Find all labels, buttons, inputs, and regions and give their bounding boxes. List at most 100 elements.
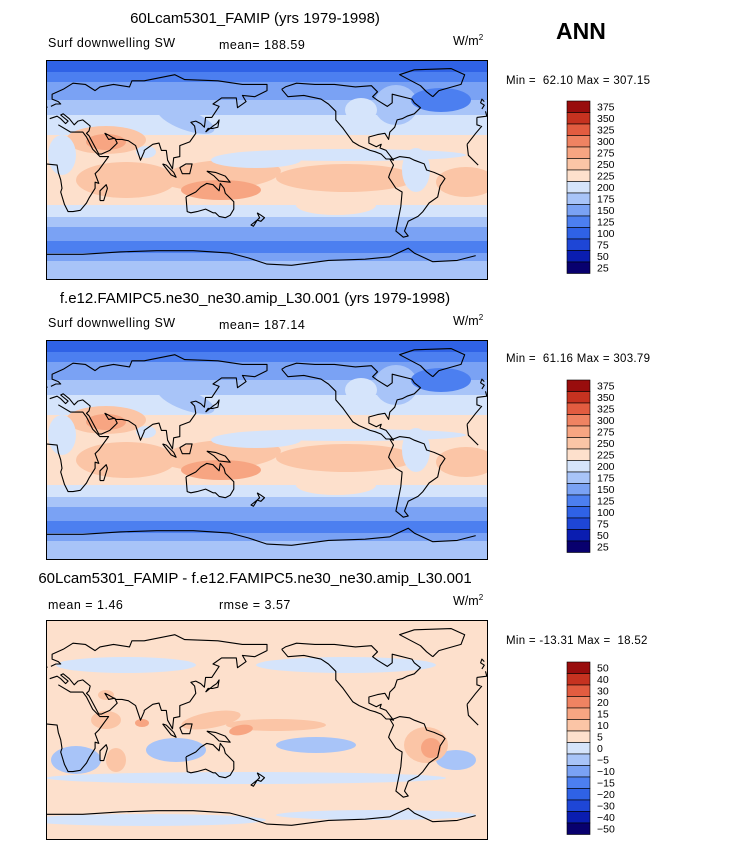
colorbar-tick-label: −40 bbox=[597, 812, 615, 824]
field-contour bbox=[276, 164, 416, 192]
field-band bbox=[46, 340, 488, 352]
colorbar-tick-label: 100 bbox=[597, 228, 615, 240]
colorbar-tick-label: 50 bbox=[597, 663, 609, 675]
field-contour bbox=[51, 746, 101, 774]
field-contour bbox=[296, 195, 376, 215]
panel-3-units: W/m2 bbox=[453, 593, 484, 609]
coastline-africa bbox=[46, 124, 483, 213]
panel-3-mean-label: mean = 1.46 bbox=[48, 598, 124, 612]
coastline-newZealand bbox=[250, 212, 266, 227]
colorbar-tick-label: 75 bbox=[597, 240, 609, 252]
field-contour bbox=[436, 750, 476, 770]
field-contour bbox=[229, 724, 253, 736]
field-band bbox=[46, 217, 488, 227]
field-contour bbox=[86, 134, 126, 150]
colorbar-box bbox=[566, 730, 591, 743]
coastline-antarctica bbox=[46, 247, 476, 280]
colorbar-box bbox=[566, 696, 591, 709]
coastline-northAmerica bbox=[281, 362, 422, 441]
field-band bbox=[46, 485, 488, 497]
coastline-japan bbox=[205, 119, 220, 133]
coastline-sumatra bbox=[162, 723, 177, 738]
colorbar-tick-label: 225 bbox=[597, 171, 615, 183]
colorbar-tick-label: 30 bbox=[597, 686, 609, 698]
coastline-newGuinea bbox=[206, 730, 231, 743]
colorbar-box bbox=[566, 227, 591, 240]
colorbar-box bbox=[566, 811, 591, 824]
field-contour bbox=[256, 657, 436, 673]
coastline-northAmerica bbox=[281, 642, 422, 721]
coastline-northAmerica bbox=[281, 82, 422, 161]
field-band bbox=[46, 395, 488, 415]
field-contour bbox=[56, 657, 196, 673]
colorbar-tick-label: 5 bbox=[597, 732, 603, 744]
field-contour bbox=[296, 475, 376, 495]
colorbar-tick-label: 125 bbox=[597, 496, 615, 508]
coastline-newZealand bbox=[250, 492, 266, 507]
field-contour bbox=[402, 148, 430, 192]
colorbar-tick-label: 50 bbox=[597, 530, 609, 542]
season-label: ANN bbox=[556, 18, 606, 44]
colorbar-box bbox=[566, 471, 591, 484]
panel-3-minmax: Min = -13.31 Max = 18.52 bbox=[506, 635, 648, 647]
colorbar-box bbox=[566, 494, 591, 507]
field-contour bbox=[411, 368, 471, 392]
coastline-borneo bbox=[179, 723, 193, 735]
coastline-borneo bbox=[179, 443, 193, 455]
field-contour bbox=[226, 429, 466, 441]
colorbar-tick-label: 150 bbox=[597, 484, 615, 496]
panel-2-colorbar: 3753503253002752502252001751501251007550… bbox=[566, 379, 615, 554]
colorbar-box bbox=[566, 822, 591, 835]
coastline-madagascar bbox=[99, 184, 108, 202]
colorbar-tick-label: 40 bbox=[597, 674, 609, 686]
field-band bbox=[46, 352, 488, 362]
field-contour bbox=[76, 162, 176, 198]
colorbar-box bbox=[566, 483, 591, 496]
field-contour bbox=[276, 810, 476, 820]
colorbar-tick-label: 375 bbox=[597, 102, 615, 114]
colorbar-tick-label: 25 bbox=[597, 542, 609, 554]
coastline-africa bbox=[46, 404, 483, 493]
colorbar-tick-label: 15 bbox=[597, 709, 609, 721]
panel-1-title: 60Lcam5301_FAMIP (yrs 1979-1998) bbox=[130, 10, 380, 27]
colorbar-box bbox=[566, 158, 591, 171]
colorbar-box bbox=[566, 215, 591, 228]
panel-1-mean-label: mean= 188.59 bbox=[219, 38, 306, 52]
field-contour bbox=[402, 428, 430, 472]
colorbar-tick-label: 350 bbox=[597, 113, 615, 125]
colorbar-tick-label: 50 bbox=[597, 251, 609, 263]
panel-1-variable-label: Surf downwelling SW bbox=[48, 36, 176, 50]
colorbar-tick-label: 200 bbox=[597, 182, 615, 194]
colorbar-box bbox=[566, 181, 591, 194]
panel-3-rmse-label: rmse = 3.57 bbox=[219, 598, 291, 612]
field-contour bbox=[181, 180, 261, 200]
field-contour bbox=[106, 748, 126, 772]
field-contour bbox=[146, 738, 206, 762]
colorbar-tick-label: −30 bbox=[597, 801, 615, 813]
colorbar-box bbox=[566, 437, 591, 450]
field-contour bbox=[345, 98, 377, 122]
colorbar-box bbox=[566, 169, 591, 182]
colorbar-box bbox=[566, 448, 591, 461]
colorbar-box bbox=[566, 719, 591, 732]
colorbar-box bbox=[566, 135, 591, 148]
colorbar-tick-label: 200 bbox=[597, 461, 615, 473]
field-band bbox=[46, 261, 488, 280]
colorbar-tick-label: 275 bbox=[597, 427, 615, 439]
coastline-africa bbox=[46, 684, 483, 773]
field-contour bbox=[157, 106, 215, 134]
coastline-newGuinea bbox=[206, 450, 231, 463]
field-contour bbox=[48, 415, 76, 455]
colorbar-tick-label: 75 bbox=[597, 519, 609, 531]
colorbar-tick-label: −15 bbox=[597, 778, 615, 790]
panel-1-map bbox=[46, 60, 488, 280]
field-contour bbox=[276, 737, 356, 753]
coastline-eurasia bbox=[49, 354, 488, 450]
panel-3-map-plot bbox=[46, 620, 488, 840]
colorbar-tick-label: 250 bbox=[597, 159, 615, 171]
colorbar-box bbox=[566, 661, 591, 674]
field-contour bbox=[276, 444, 416, 472]
colorbar-box bbox=[566, 506, 591, 519]
colorbar-tick-label: 375 bbox=[597, 381, 615, 393]
coastline-eurasia bbox=[49, 74, 488, 170]
